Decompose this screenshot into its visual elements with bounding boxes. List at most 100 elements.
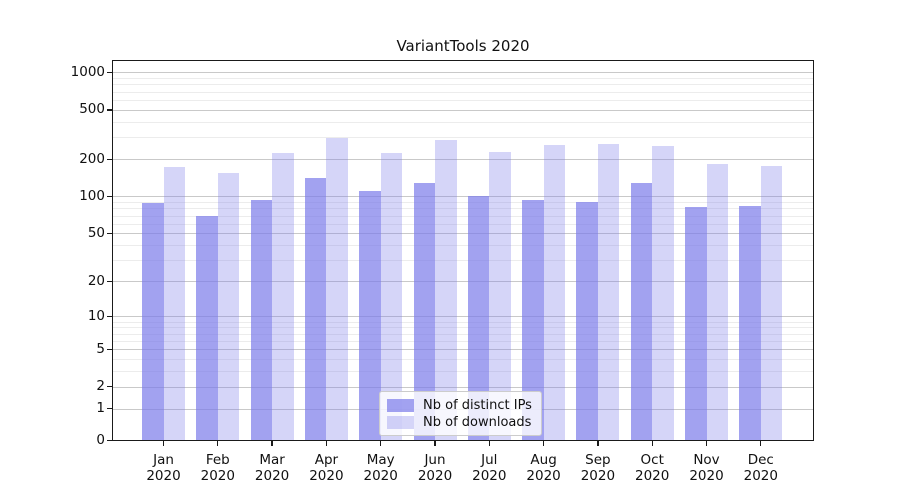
bar-distinct-ips	[359, 190, 381, 440]
distinct-ips-label: Nb of distinct IPs	[423, 397, 532, 413]
gridline-minor	[113, 208, 813, 210]
y-axis-tick	[107, 158, 112, 161]
gridline-minor	[113, 121, 813, 123]
y-axis-tick-label: 10	[87, 307, 105, 324]
gridline-major	[113, 386, 813, 388]
gridline-major	[113, 233, 813, 235]
gridline-minor	[113, 223, 813, 225]
bar-distinct-ips	[630, 182, 653, 440]
gridline-major	[113, 349, 813, 351]
gridline-minor	[113, 358, 813, 360]
bar-distinct-ips	[142, 203, 164, 440]
bar-distinct-ips	[196, 216, 218, 440]
gridline-minor	[113, 202, 813, 204]
y-axis-tick-label: 200	[79, 150, 105, 167]
bar-downloads	[543, 145, 566, 440]
gridline-minor	[113, 84, 813, 86]
y-axis-tick-label: 50	[87, 224, 105, 241]
bar-downloads	[380, 152, 403, 440]
bar-distinct-ips	[304, 178, 327, 440]
bar-distinct-ips	[576, 201, 598, 440]
downloads-swatch	[387, 415, 414, 429]
gridline-minor	[113, 137, 813, 139]
bar-downloads	[272, 152, 294, 440]
gridline-minor	[113, 321, 813, 323]
gridline-minor	[113, 215, 813, 217]
bar-downloads	[326, 138, 348, 440]
x-axis-tick-label: Mar 2020	[254, 452, 290, 484]
bar-distinct-ips	[250, 199, 273, 440]
x-axis-tick	[271, 441, 273, 446]
x-axis-tick-label: Oct 2020	[635, 452, 670, 484]
x-axis-tick	[217, 441, 219, 446]
bar-distinct-ips	[685, 207, 707, 440]
bar-downloads	[435, 139, 457, 440]
gridline-major	[113, 72, 813, 74]
x-axis-tick	[597, 441, 599, 446]
y-axis-tick	[107, 280, 112, 283]
x-axis-tick	[162, 441, 165, 446]
y-axis-tick	[107, 439, 112, 441]
y-axis-tick-label: 500	[79, 101, 105, 118]
chart-title: VariantTools 2020	[396, 37, 530, 55]
gridline-minor	[113, 340, 813, 342]
gridline-major	[113, 159, 813, 161]
x-axis-tick	[380, 441, 382, 446]
y-axis-tick-label: 1000	[70, 63, 105, 80]
gridline-minor	[113, 100, 813, 102]
bar-downloads	[760, 166, 783, 440]
legend-item-distinct-ips: Nb of distinct IPs	[387, 397, 532, 413]
x-axis-tick-label: Aug 2020	[526, 452, 561, 484]
bar-downloads	[217, 173, 240, 440]
y-axis-tick-label: 0	[96, 431, 105, 448]
gridline-minor	[113, 78, 813, 80]
x-axis-tick	[760, 441, 762, 446]
x-axis-tick	[434, 441, 436, 446]
x-axis-tick-label: Feb 2020	[200, 452, 235, 484]
y-axis-tick	[107, 71, 112, 74]
bar-downloads	[652, 145, 674, 440]
gridline-minor	[113, 333, 813, 335]
y-axis-tick-label: 2	[96, 378, 105, 395]
downloads-label: Nb of downloads	[423, 414, 532, 430]
x-axis-tick-label: Jun 2020	[417, 452, 453, 484]
x-axis-tick-label: Nov 2020	[689, 452, 724, 484]
y-axis-tick	[107, 386, 112, 388]
y-axis-tick	[107, 315, 112, 318]
y-axis-tick	[107, 348, 112, 350]
y-axis-tick-label: 1	[96, 400, 105, 417]
bar-downloads	[163, 167, 185, 440]
gridline-minor	[113, 260, 813, 262]
bar-distinct-ips	[739, 205, 761, 440]
y-axis-tick	[107, 408, 112, 410]
x-axis-tick-label: Dec 2020	[743, 452, 778, 484]
gridline-minor	[113, 371, 813, 373]
bar-downloads	[489, 151, 511, 440]
x-axis-tick-label: May 2020	[363, 452, 398, 484]
y-axis-tick	[107, 195, 112, 198]
x-axis-tick	[325, 441, 328, 446]
distinct-ips-swatch	[387, 398, 414, 412]
gridline-minor	[113, 327, 813, 329]
x-axis-tick-label: Jul 2020	[472, 452, 507, 484]
bar-distinct-ips	[467, 195, 490, 440]
bar-downloads	[597, 144, 620, 440]
gridline-major	[113, 316, 813, 318]
gridline-major	[113, 109, 813, 111]
bar-distinct-ips	[522, 200, 544, 440]
x-axis-tick-label: Jan 2020	[146, 452, 181, 484]
gridline-minor	[113, 245, 813, 247]
x-axis-tick	[651, 441, 653, 446]
y-axis-tick-label: 5	[96, 340, 105, 357]
gridline-major	[113, 196, 813, 198]
y-axis-tick	[107, 232, 112, 235]
y-axis-tick-label: 100	[79, 187, 105, 204]
plot-area: Nb of distinct IPs Nb of downloads	[112, 60, 814, 441]
y-axis-tick-label: 20	[87, 272, 105, 289]
x-axis-tick	[488, 441, 490, 446]
x-axis-tick	[542, 441, 545, 446]
x-axis-tick-label: Apr 2020	[309, 452, 344, 484]
gridline-minor	[113, 91, 813, 93]
bar-downloads	[706, 164, 728, 440]
